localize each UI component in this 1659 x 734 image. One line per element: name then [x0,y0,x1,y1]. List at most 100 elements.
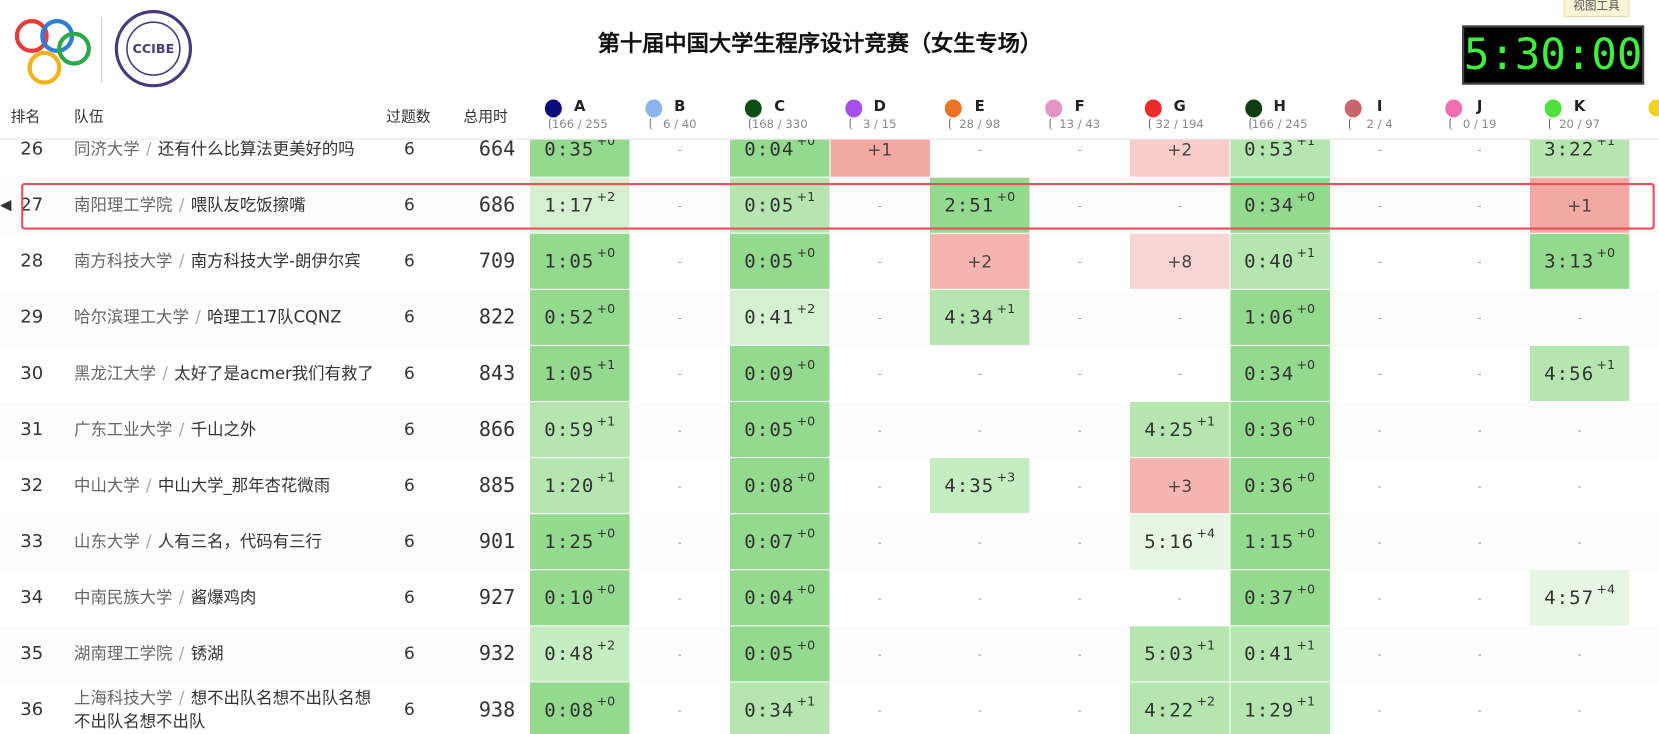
balloon-string [949,117,956,131]
problem-cell: +8 [1129,233,1230,289]
separator: / [178,251,185,271]
solve-time: 0:37 [1244,586,1295,609]
col-rank: 排名 [10,108,41,126]
rank: 29 [20,306,44,328]
tries: +1 [1196,637,1216,653]
balloon-string [1448,117,1456,131]
penalty: 664 [478,137,516,161]
problem-letter: C [774,98,786,116]
solve-time: 0:07 [744,530,795,553]
solve-time: 0:40 [1244,250,1295,273]
dash: - [1077,366,1082,381]
tries: +0 [1296,301,1316,317]
separator: / [178,588,185,608]
problem-cell: 0:34 +1 [730,682,830,734]
dash: - [1377,198,1382,213]
problem-cell: - [1530,402,1629,457]
solve-time: 4:57 [1544,586,1595,609]
problem-letter: F [1074,98,1085,116]
dash: - [1477,254,1482,269]
separator: / [146,139,152,159]
problem-cell: 0:36 +0 [1229,458,1330,514]
dash: - [977,422,982,437]
separator: / [178,644,185,664]
dash: - [677,478,682,493]
solve-time: 0:08 [544,698,595,722]
solved: 6 [404,587,415,608]
tries: +1 [1296,637,1316,653]
team-text: 湖南理工学院 / 锈湖 [74,642,223,665]
dash: - [1477,142,1482,157]
dash: - [1477,366,1482,381]
problem-cell: - [1530,458,1629,513]
problem-cell: 0:05 +1 [730,177,830,233]
solve-time: 0:10 [544,586,595,609]
school: 上海科技大学 [74,688,173,708]
dash: - [677,310,682,325]
problem-cell: - [630,234,729,289]
problem-cell: - [830,458,929,513]
solve-time: 4:34 [944,306,995,329]
dash: - [1077,646,1082,661]
solve-time: 0:08 [744,474,795,497]
dash: - [677,422,682,437]
team-row: 31 广东工业大学 / 千山之外 6 866 0:59 +1-0:05 +0- - -4:25 +1 0… [0,402,1659,460]
problem-cell: - [630,122,729,177]
balloon-string [849,117,856,131]
problem-cell: - [830,290,929,345]
logos: CCIBE [14,10,193,88]
dash: - [977,590,982,605]
team: 南阳理工学院 / 喂队友吃饭擦嘴 [74,178,381,233]
problem-cell: - [630,178,729,233]
col-penalty: 总用时 [463,108,508,126]
solved: 6 [404,250,415,271]
tries: +1 [596,413,616,429]
problem-cell: - [1430,234,1529,289]
tries: +1 [1196,413,1216,429]
penalty: 932 [478,642,516,666]
team-text: 山东大学 / 人有三名，代码有三行 [74,530,322,553]
team-text: 中南民族大学 / 酱爆鸡肉 [74,586,256,609]
failed-tries: +3 [1167,475,1193,496]
dash: - [1377,534,1382,549]
tries: +1 [596,357,616,373]
team-row: 34 中南民族大学 / 酱爆鸡肉 6 927 0:10 +0-0:04 +0- - - -0:37 +0… [0,570,1659,628]
tries: +0 [596,301,616,317]
failed-tries: +2 [967,251,993,272]
problem-cell: - [1330,178,1429,233]
problem-cell: 0:09 +0 [730,345,830,401]
problem-letter: D [873,98,886,116]
tries: +0 [796,413,816,429]
problem-cell: - [1330,346,1429,401]
problem-cell: - [1330,290,1429,345]
problem-cell: - [1030,122,1129,177]
problem-cell: - [1330,514,1429,569]
problem-cell: 5:03 +1 [1129,626,1230,682]
solved: 6 [404,194,415,215]
problem-cell: 0:52 +0 [530,289,630,345]
dash: - [1377,142,1382,157]
solved: 6 [404,531,415,552]
tries: +2 [796,301,816,317]
team: 湖南理工学院 / 锈湖 [74,626,381,681]
dash: - [1477,198,1482,213]
problem-cell: - [1030,458,1129,513]
tool-button[interactable]: 视图工具 [1563,0,1630,17]
problem-cell: 4:56 +1 [1529,345,1630,401]
problem-cell: - [1030,178,1129,233]
dash: - [1377,310,1382,325]
problem-cell: 0:07 +0 [730,514,830,570]
balloon-string [1248,117,1256,131]
solve-time: 4:22 [1144,698,1195,722]
team-name: 千山之外 [190,420,257,440]
team-name: 中山大学_那年杏花微雨 [157,476,331,496]
solve-time: 0:04 [744,586,795,609]
problem-cell: - [1130,570,1229,625]
problem-stats: 13 / 43 [1059,117,1101,132]
dash: - [1477,590,1482,605]
problem-cell: - [1330,570,1429,625]
rank: 27 [20,194,44,216]
solve-time: 0:05 [744,194,795,217]
